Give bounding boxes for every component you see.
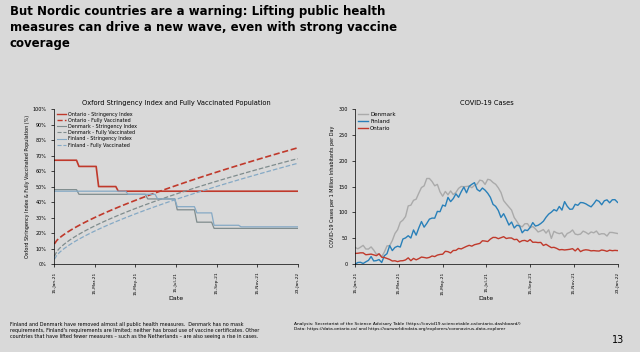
Denmark (492, 182, 499, 187)
Ontario (614, 249, 621, 253)
Ontario (351, 251, 359, 256)
Denmark (513, 219, 521, 224)
X-axis label: Date: Date (479, 296, 494, 301)
X-axis label: Date: Date (168, 296, 184, 301)
Finland (595, 199, 603, 203)
Denmark (378, 254, 385, 259)
Finland (412, 233, 420, 237)
Finland (351, 262, 359, 266)
Text: But Nordic countries are a warning: Lifting public health
measures can drive a n: But Nordic countries are a warning: Lift… (10, 5, 397, 50)
Y-axis label: Oxford Stringency Index & Fully Vaccinated Population (%): Oxford Stringency Index & Fully Vaccinat… (25, 115, 30, 258)
Legend: Denmark, Finland, Ontario: Denmark, Finland, Ontario (358, 112, 396, 131)
Ontario (500, 234, 508, 239)
Denmark (351, 245, 359, 250)
Line: Denmark: Denmark (355, 178, 618, 257)
Finland (402, 236, 410, 240)
Title: Oxford Stringency Index and Fully Vaccinated Population: Oxford Stringency Index and Fully Vaccin… (82, 100, 270, 106)
Ontario (404, 256, 412, 260)
Denmark (415, 191, 422, 195)
Ontario (598, 248, 605, 252)
Denmark (426, 176, 433, 181)
Line: Ontario: Ontario (355, 237, 618, 262)
Text: Analysis: Secretariat of the Science Advisory Table (https://covid19.sciencetabl: Analysis: Secretariat of the Science Adv… (294, 322, 521, 331)
Denmark (606, 230, 614, 234)
Denmark (598, 232, 605, 236)
Legend: Ontario - Stringency Index, Ontario - Fully Vaccinated, Denmark - Stringency Ind: Ontario - Stringency Index, Ontario - Fu… (57, 112, 136, 147)
Finland (489, 202, 497, 207)
Denmark (614, 231, 621, 235)
Ontario (606, 248, 614, 252)
Finland (603, 198, 611, 202)
Ontario (415, 257, 422, 261)
Y-axis label: COVID-19 Cases per 1 Million Inhabitants per Day: COVID-19 Cases per 1 Million Inhabitants… (330, 126, 335, 247)
Line: Finland: Finland (355, 183, 618, 264)
Denmark (404, 204, 412, 208)
Ontario (513, 237, 521, 241)
Ontario (394, 259, 401, 264)
Finland (510, 226, 518, 230)
Text: 13: 13 (612, 335, 624, 345)
Text: Finland and Denmark have removed almost all public health measures.  Denmark has: Finland and Denmark have removed almost … (10, 322, 259, 339)
Finland (470, 181, 478, 185)
Title: COVID-19 Cases: COVID-19 Cases (460, 100, 513, 106)
Finland (614, 200, 621, 205)
Ontario (489, 235, 497, 239)
